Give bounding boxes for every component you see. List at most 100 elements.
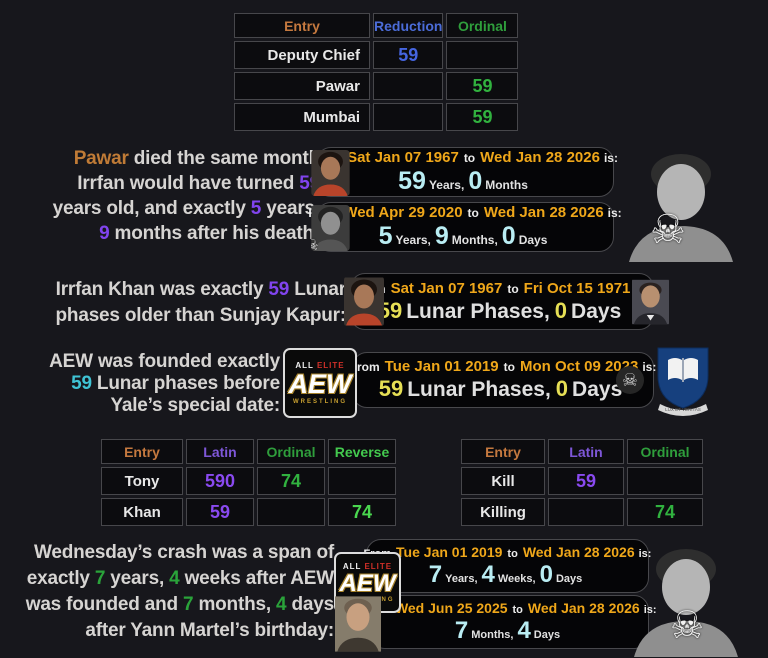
irrfan-khan-photo [344, 276, 384, 327]
end-date: Fri Oct 15 1971 [523, 279, 631, 297]
ordinal-header-cell: Ordinal [446, 13, 519, 38]
highlight-7: 7 [94, 568, 106, 589]
highlight-7: 7 [183, 594, 194, 615]
text-line: Irrfan Khan was exactly 59 Lunar [16, 277, 347, 303]
to-label: to [512, 603, 523, 616]
irrfan-khan-photo-gray: ☠ [311, 205, 350, 251]
duration-number: 4 [517, 616, 531, 644]
duration-number: 59 [398, 166, 426, 195]
duration-line: 7 Years, 4 Weeks, 0 Days [429, 561, 587, 589]
aew-elite-text: ELITE [364, 561, 393, 571]
highlight-4: 4 [276, 594, 287, 615]
date-range-line: From Sat Jan 07 1967 to Fri Oct 15 1971 … [356, 280, 649, 297]
skull-icon: ☠ [616, 366, 644, 394]
end-date: Mon Oct 09 2023 [519, 358, 639, 375]
duration-number: 5 [378, 221, 393, 250]
latin-header-cell: Latin [186, 439, 254, 464]
duration-line: 59 Lunar Phases, 0 Days [378, 298, 627, 324]
text-line: Pawar died the same month [28, 146, 320, 171]
paragraph-crash-span: Wednesday’s crash was a span of exactly … [22, 540, 334, 644]
text-line: phases older than Sunjay Kapur: [16, 303, 347, 329]
paragraph-aew-yale: AEW was founded exactly 59 Lunar phases … [14, 351, 280, 417]
end-date: Wed Jan 28 2026 [480, 148, 600, 166]
duration-unit: Days [533, 628, 561, 641]
duration-number: 0 [539, 560, 553, 588]
portrait-silhouette [311, 150, 350, 196]
ordinal-header-cell: Ordinal [627, 439, 703, 464]
ordinal-value-cell: 74 [257, 467, 325, 495]
text-span: Wednesday’s crash was a span of [33, 542, 334, 563]
table-row: Khan 59 74 [101, 498, 396, 526]
to-label: to [507, 547, 518, 560]
start-date: Tue Jan 01 2019 [396, 543, 503, 560]
duration-number: 0 [501, 221, 516, 250]
start-date: Wed Jun 25 2025 [394, 599, 508, 616]
latin-value-cell [548, 498, 624, 526]
lunar-phases-banner-2: From Tue Jan 01 2019 to Mon Oct 09 2023 … [350, 352, 657, 408]
end-date: Wed Jan 28 2026 [483, 203, 604, 221]
paragraph-irrfan-sunjay: Irrfan Khan was exactly 59 Lunar phases … [16, 277, 347, 329]
start-date: Sat Jan 07 1967 [390, 279, 503, 297]
duration-unit: Lunar Phases, [407, 378, 551, 401]
duration-line: 7 Months, 4 Days [455, 617, 564, 645]
table-header-row: Entry Latin Ordinal Reverse [101, 439, 396, 464]
text-span: months after his death: [109, 223, 321, 244]
ordinal-value-cell [627, 467, 703, 495]
yale-motto: LUX ET VERITAS [665, 407, 701, 412]
aew-wrestling-text: WRESTLING [293, 398, 347, 405]
text-line: Yale’s special date: [14, 395, 280, 417]
is-label: is: [642, 360, 657, 374]
duration-unit: Days [571, 299, 622, 323]
aew-all-text: ALL [342, 561, 362, 571]
skull-icon: ☠ [650, 208, 686, 252]
from-label: From [349, 360, 380, 374]
text-span: after Yann Martel’s birthday: [85, 620, 334, 641]
to-label: to [507, 281, 519, 296]
text-line: AEW was founded exactly [14, 351, 280, 373]
reduction-value-cell [373, 103, 444, 131]
end-date: Wed Jan 28 2026 [522, 543, 635, 560]
paragraph-pawar-irrfan: Pawar died the same month Irrfan would h… [28, 146, 321, 246]
table-header-row: Entry Reduction Ordinal [234, 13, 519, 38]
duration-line: 59 Lunar Phases, 0 Days [379, 376, 628, 402]
yann-martel-photo [335, 592, 381, 656]
highlight-59: 59 [71, 373, 92, 394]
ordinal-header-cell: Ordinal [257, 439, 325, 464]
ajit-pawar-photo: ☠ [626, 545, 746, 657]
text-line: 9 months after his death: [28, 221, 320, 246]
entry-cell: Pawar [234, 72, 370, 100]
aew-main-text: AEW [288, 368, 352, 399]
table-row: Mumbai 59 [234, 103, 519, 131]
sunjay-kapur-photo [632, 277, 669, 327]
text-span: phases older than Sunjay Kapur: [55, 305, 347, 326]
tony-khan-table: Entry Latin Ordinal Reverse Tony 590 74 … [98, 436, 399, 529]
entry-cell: Tony [101, 467, 183, 495]
reverse-header-cell: Reverse [328, 439, 396, 464]
ordinal-value-cell: 59 [446, 72, 519, 100]
lunar-phases-banner-1: From Sat Jan 07 1967 to Fri Oct 15 1971 … [350, 273, 654, 330]
text-line: exactly 7 years, 4 weeks after AEW [22, 566, 334, 592]
text-span: Irrfan Khan was exactly [55, 279, 269, 300]
start-date: Sat Jan 07 1967 [347, 148, 459, 166]
text-span: died the same month [128, 148, 320, 169]
highlight-9: 9 [99, 223, 110, 244]
date-range-line: From Tue Jan 01 2019 to Mon Oct 09 2023 … [350, 358, 657, 375]
reverse-value-cell: 74 [328, 498, 396, 526]
date-range-line: From Sat Jan 07 1967 to Wed Jan 28 2026 … [312, 149, 618, 166]
entry-cell: Mumbai [234, 103, 370, 131]
highlight-4: 4 [169, 568, 180, 589]
text-span: months, [193, 594, 277, 615]
duration-unit: Years, [395, 232, 431, 247]
highlight-pawar: Pawar [73, 148, 129, 169]
aew-all-text: ALL [295, 360, 314, 370]
entry-header-cell: Entry [234, 13, 370, 38]
portrait-silhouette [335, 596, 381, 652]
latin-header-cell: Latin [548, 439, 624, 464]
portrait-silhouette [632, 279, 669, 325]
reduction-value-cell: 59 [373, 41, 444, 69]
duration-number: 7 [428, 560, 443, 588]
table-row: Pawar 59 [234, 72, 519, 100]
duration-number: 9 [434, 221, 449, 250]
text-span: Irrfan would have turned [77, 173, 300, 194]
skull-icon: ☠ [670, 605, 705, 647]
